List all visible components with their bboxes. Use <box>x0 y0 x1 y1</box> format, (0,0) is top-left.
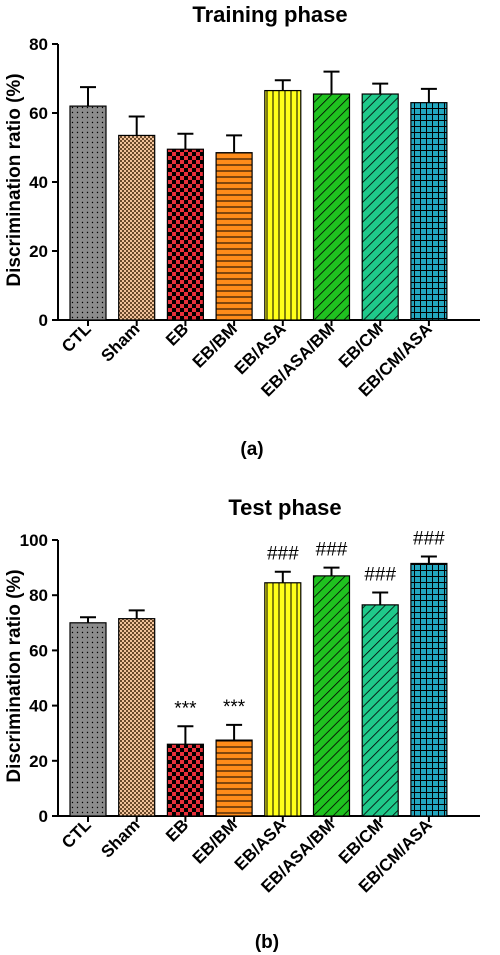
bar-a-eb-asa <box>264 89 302 321</box>
bar-a-sham <box>118 134 156 321</box>
bar-b-eb-asa <box>264 582 302 817</box>
bar-b-eb <box>166 743 204 817</box>
significance-annotation: *** <box>174 698 197 719</box>
chart-a-ylabel: Discrimination ratio (%) <box>4 73 25 286</box>
chart-b-ylabel: Discrimination ratio (%) <box>4 569 25 782</box>
y-tick-label-b: 100 <box>20 531 48 550</box>
x-tick-label-a: Sham <box>97 319 143 365</box>
error-bar <box>420 87 437 103</box>
bar-b-eb-cm-asa <box>410 562 448 817</box>
y-tick-label-a: 0 <box>39 311 48 330</box>
x-tick-label-a: EB <box>162 319 192 349</box>
bar-b-eb-bm <box>215 739 253 817</box>
chart-panel-b: Test phase Discrimination ratio (%) (b) … <box>4 495 480 953</box>
chart-a-title: Training phase <box>192 2 347 27</box>
error-bar <box>274 570 291 583</box>
chart-b-panel-label: (b) <box>255 932 279 953</box>
y-tick-label-a: 60 <box>29 104 48 123</box>
bar-a-eb-asa-bm <box>312 93 351 321</box>
y-tick-label-b: 40 <box>29 697 48 716</box>
bar-a-eb-cm-asa <box>410 102 448 321</box>
x-tick-label-b: CTL <box>58 815 95 852</box>
error-bar <box>80 86 96 107</box>
y-tick-label-b: 20 <box>29 752 48 771</box>
error-bar <box>177 132 194 150</box>
significance-annotation: ### <box>316 540 348 561</box>
y-tick-label-b: 0 <box>39 807 48 826</box>
bar-a-ctl <box>69 105 107 321</box>
significance-annotation: ### <box>364 564 396 585</box>
y-tick-label-a: 20 <box>29 242 48 261</box>
chart-b-title: Test phase <box>228 495 341 520</box>
bar-a-eb <box>166 148 204 321</box>
error-bar <box>420 555 437 564</box>
x-tick-label-b: Sham <box>97 815 143 861</box>
error-bar <box>128 609 145 619</box>
x-tick-label-b: EB <box>162 815 192 845</box>
significance-annotation: ### <box>267 544 299 565</box>
y-tick-label-a: 40 <box>29 173 48 192</box>
error-bar <box>80 616 96 623</box>
significance-annotation: ### <box>413 529 445 550</box>
bar-b-ctl <box>69 622 107 817</box>
y-tick-label-a: 80 <box>29 35 48 54</box>
bar-b-sham <box>118 618 156 817</box>
y-tick-label-b: 60 <box>29 641 48 660</box>
error-bar <box>274 79 291 91</box>
error-bar <box>372 82 389 95</box>
bar-a-eb-cm <box>361 93 399 321</box>
error-bar <box>226 134 243 153</box>
significance-annotation: *** <box>223 697 246 718</box>
error-bar <box>226 723 243 741</box>
x-tick-label-a: CTL <box>58 319 95 356</box>
error-bar <box>177 725 194 745</box>
bar-a-eb-bm <box>215 152 253 321</box>
chart-a-panel-label: (a) <box>240 439 263 460</box>
bar-b-eb-cm <box>361 604 399 817</box>
error-bar <box>128 115 145 136</box>
error-bar <box>323 566 340 576</box>
chart-panel-a: Training phase Discrimination ratio (%) … <box>4 2 480 460</box>
error-bar <box>323 70 340 95</box>
error-bar <box>372 591 389 605</box>
y-tick-label-b: 80 <box>29 586 48 605</box>
bar-b-eb-asa-bm <box>312 575 351 817</box>
